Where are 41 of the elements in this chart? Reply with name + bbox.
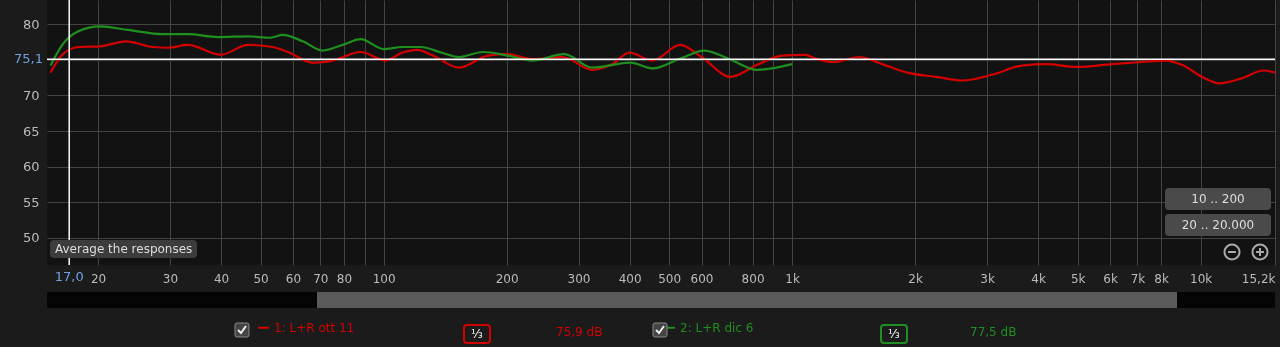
- x-tick-label: 800: [741, 271, 765, 286]
- x-tick-label: 500: [658, 271, 682, 286]
- x-tick-label: 15,2k: [1241, 271, 1276, 286]
- text: ⅓: [463, 324, 491, 344]
- y-tick-label: 65: [22, 123, 40, 139]
- x-tick-label: 7k: [1130, 271, 1146, 286]
- tooltip: Average the responses: [50, 240, 198, 258]
- y-tick-label: 60: [22, 159, 40, 175]
- x-tick-label: 2k: [908, 271, 923, 286]
- x-tick-label: 70: [313, 271, 329, 286]
- range-button: 20 .. 20.000: [1165, 214, 1271, 236]
- x-tick-label: 40: [213, 271, 230, 286]
- text: 77,5 dB: [970, 325, 1017, 339]
- x-tick-label: 5k: [1070, 271, 1086, 286]
- x-tick-label: 3k: [980, 271, 995, 286]
- x-tick-label: 80: [336, 271, 353, 286]
- y-tick-label: 70: [22, 87, 40, 103]
- x-tick-label: 100: [372, 271, 396, 286]
- text: ⅓: [880, 324, 908, 344]
- x-tick-label: 30: [162, 271, 179, 286]
- x-tick-label: 50: [253, 271, 269, 286]
- x-tick-label: 60: [285, 271, 302, 286]
- text: 75,9 dB: [556, 325, 603, 339]
- y-tick-label: 50: [22, 230, 40, 246]
- x-tick-label: 4k: [1031, 271, 1046, 286]
- y-tick-label: 55: [22, 194, 40, 210]
- x-tick-label: 200: [495, 271, 519, 286]
- x-tick-label: 20: [90, 271, 107, 286]
- ref-line-label: 17,0: [54, 269, 84, 284]
- x-tick-label: 6k: [1103, 271, 1118, 286]
- x-tick-label: 1k: [785, 271, 800, 286]
- y-tick-label: 80: [22, 16, 40, 32]
- x-tick-label: 10k: [1190, 271, 1213, 286]
- ref-line-label: 75,1: [14, 51, 43, 67]
- x-tick-label: 300: [567, 271, 591, 286]
- x-tick-label: 8k: [1154, 271, 1169, 286]
- x-tick-label: 400: [618, 271, 642, 286]
- legend-label: 1: L+R ott 11: [274, 320, 355, 335]
- x-tick-label: 600: [690, 271, 714, 286]
- legend-label: 2: L+R dic 6: [680, 320, 754, 335]
- range-button: 10 .. 200: [1165, 188, 1271, 210]
